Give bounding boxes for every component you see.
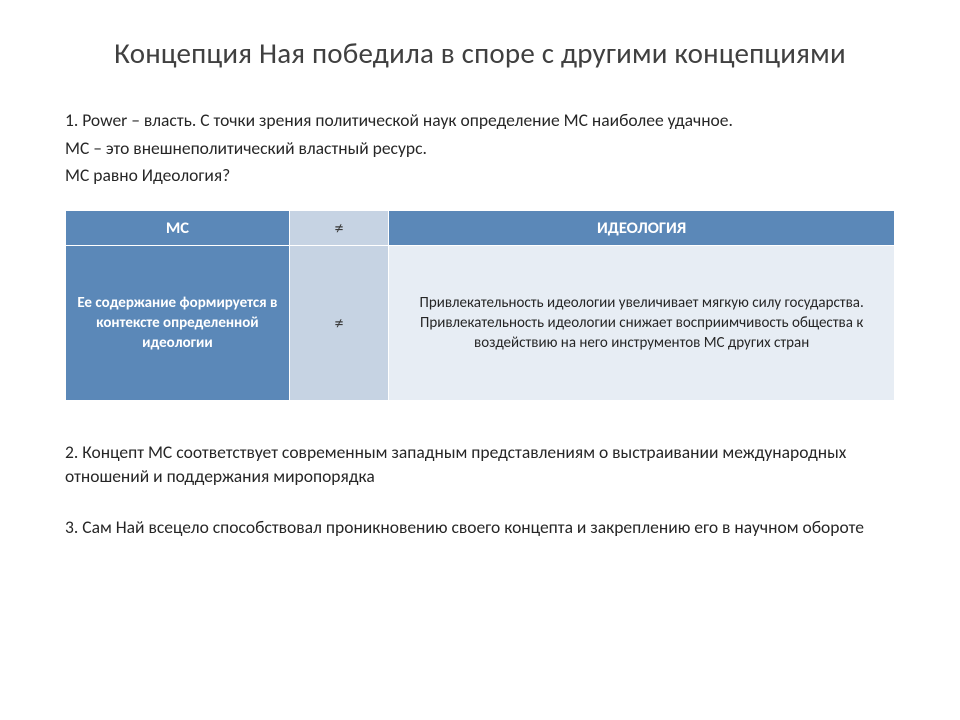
point-1-line-2: МС – это внешнеполитический властный рес…: [65, 137, 895, 161]
header-right: ИДЕОЛОГИЯ: [389, 210, 895, 245]
point-3-block: 3. Сам Най всецело способствовал проникн…: [65, 516, 895, 540]
cell-not-equal: ≠: [289, 245, 388, 400]
point-2-block: 2. Концепт МС соответствует современным …: [65, 441, 895, 488]
point-1-line-3: МС равно Идеология?: [65, 164, 895, 188]
cell-mc-content: Ее содержание формируется в контексте оп…: [66, 245, 290, 400]
point-1-line-1: 1. Power – власть. С точки зрения полити…: [65, 109, 895, 133]
point-1-block: 1. Power – власть. С точки зрения полити…: [65, 109, 895, 188]
table-row: Ее содержание формируется в контексте оп…: [66, 245, 895, 400]
point-3-text: 3. Сам Най всецело способствовал проникн…: [65, 516, 895, 540]
comparison-table: МС ≠ ИДЕОЛОГИЯ Ее содержание формируется…: [65, 210, 895, 401]
table-header-row: МС ≠ ИДЕОЛОГИЯ: [66, 210, 895, 245]
slide: Концепция Ная победила в споре с другими…: [0, 0, 960, 720]
cell-ideology-content: Привлекательность идеологии увеличивает …: [389, 245, 895, 400]
slide-title: Концепция Ная победила в споре с другими…: [65, 35, 895, 71]
header-left: МС: [66, 210, 290, 245]
header-not-equal: ≠: [289, 210, 388, 245]
point-2-text: 2. Концепт МС соответствует современным …: [65, 441, 895, 488]
